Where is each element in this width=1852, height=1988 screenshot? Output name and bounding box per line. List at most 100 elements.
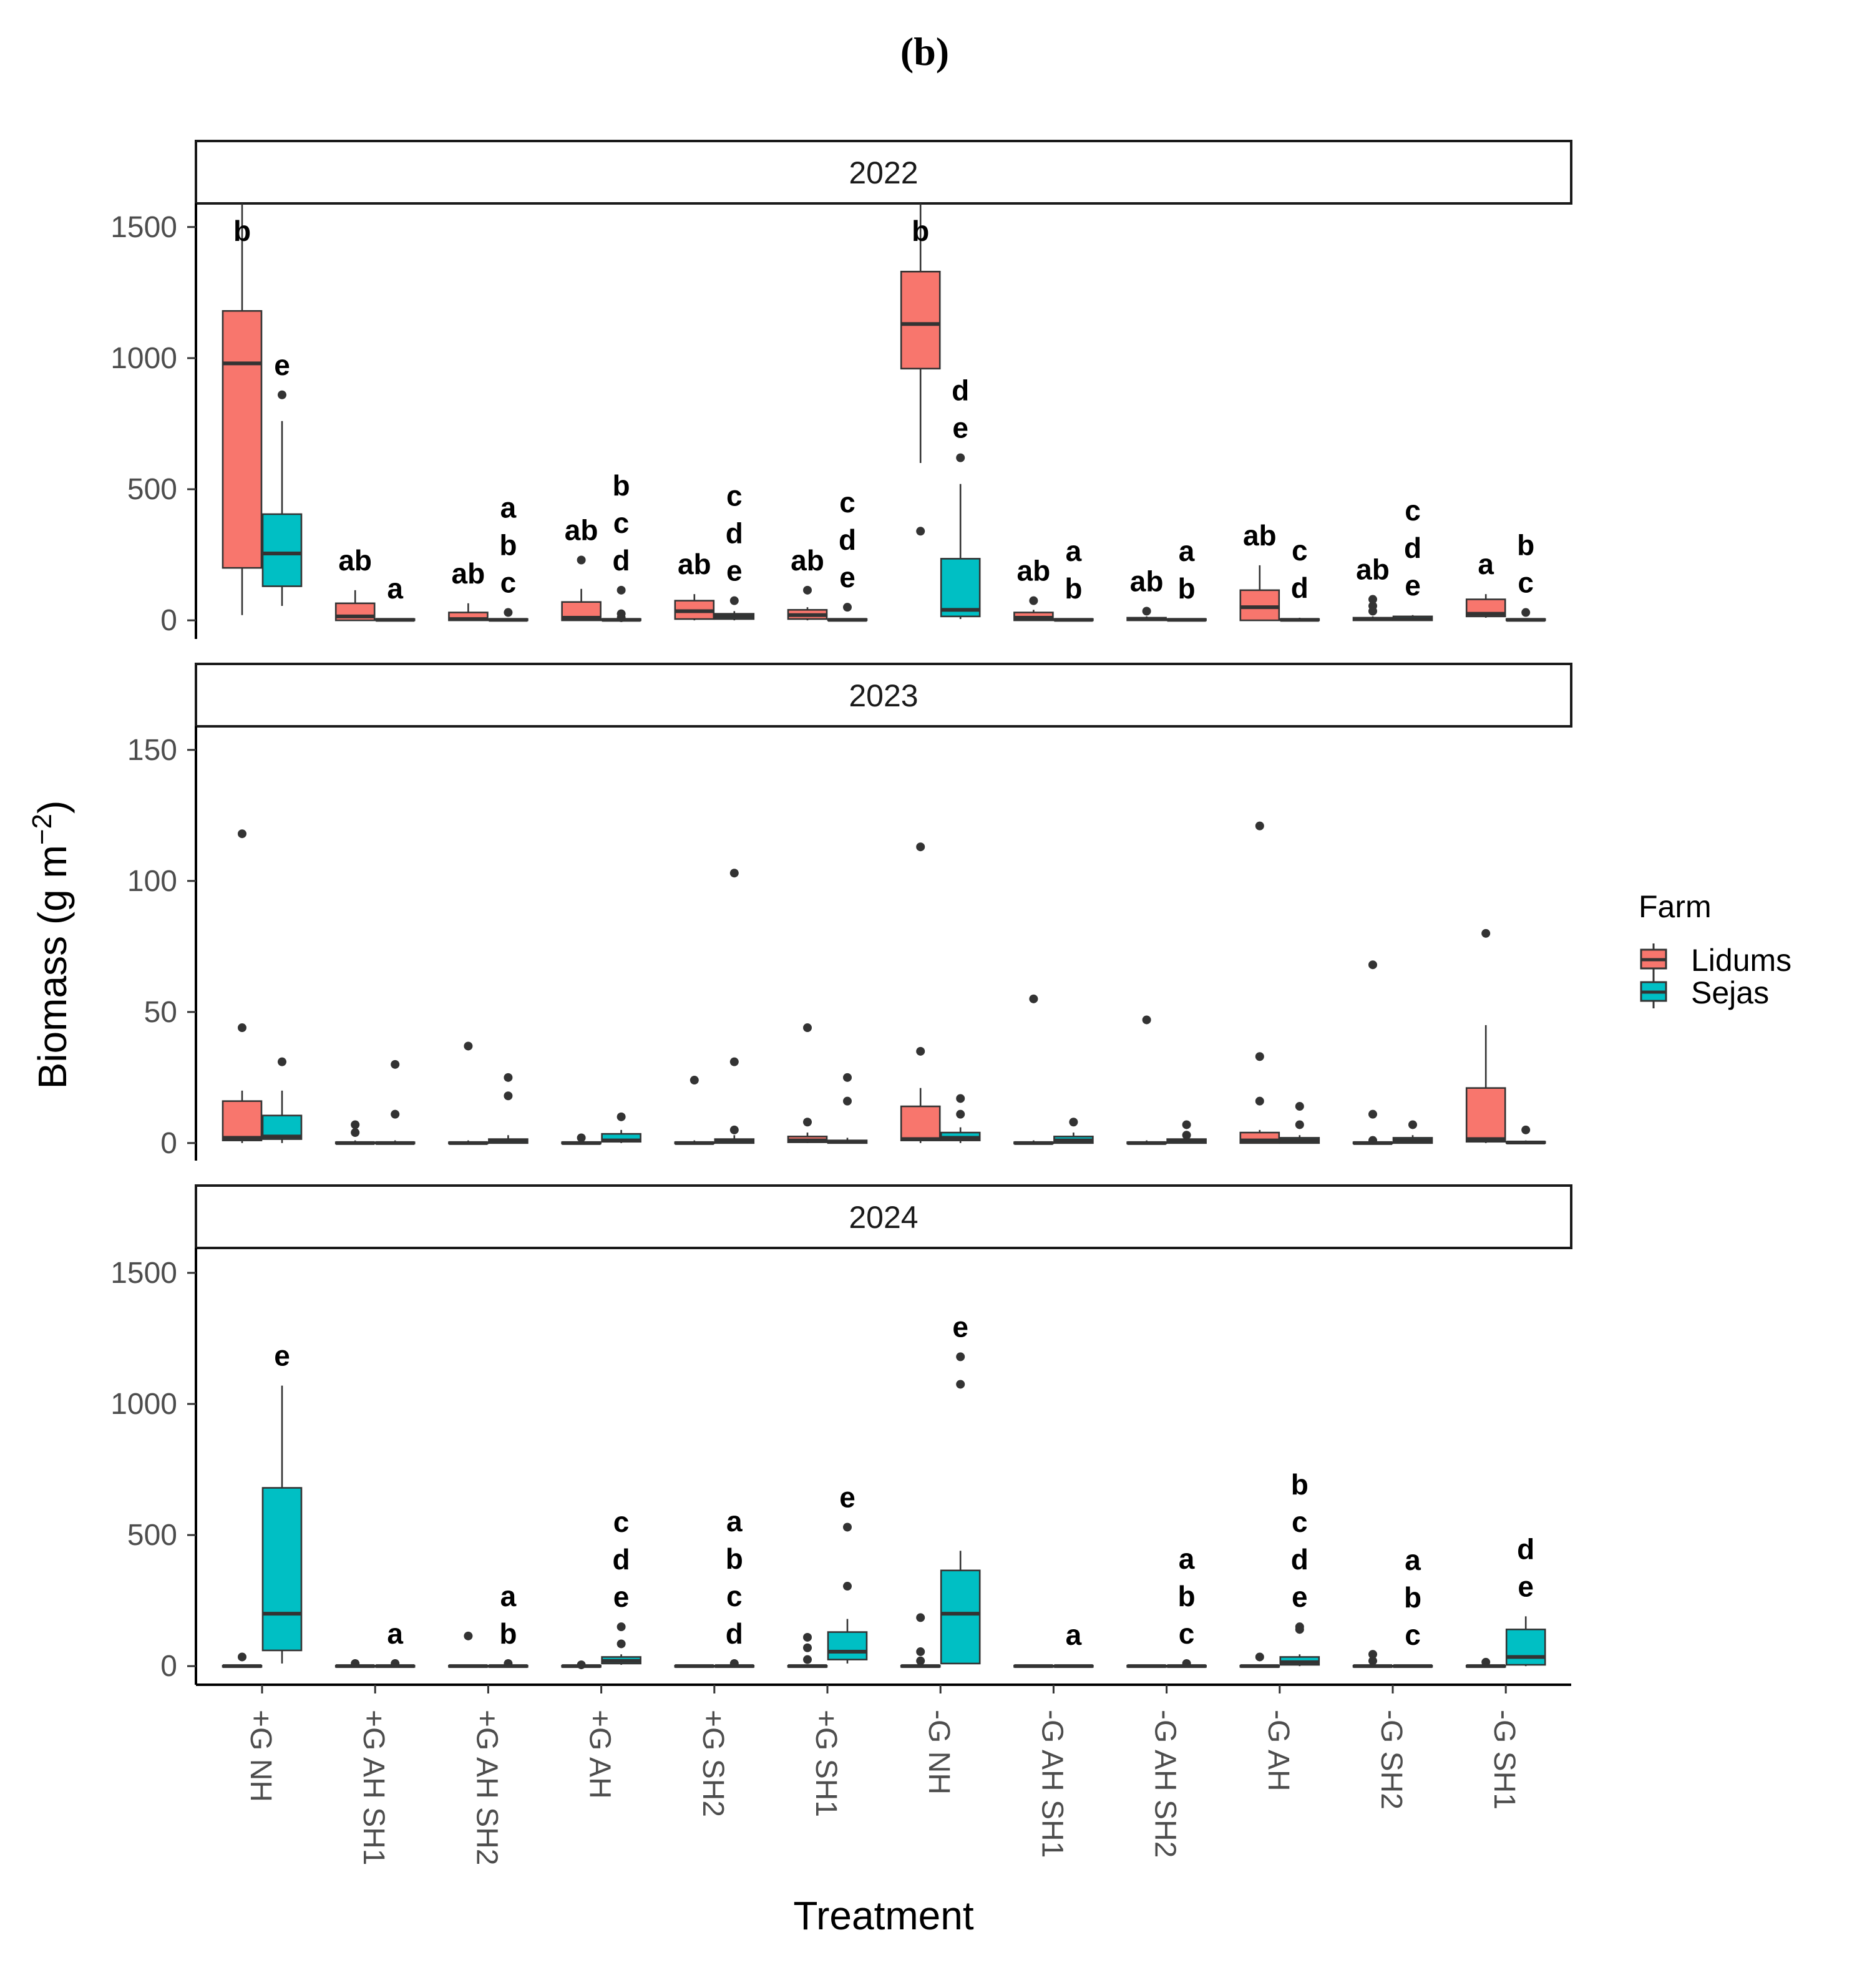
outlier-point-sejas [617, 609, 626, 618]
significance-letter-sejas: a [726, 1505, 743, 1537]
significance-letter-sejas: b [1291, 1468, 1309, 1501]
significance-letter-sejas: e [1405, 569, 1421, 602]
outlier-point-lidums [1255, 821, 1264, 831]
outlier-point-lidums [916, 1046, 925, 1056]
outlier-point-lidums [1481, 928, 1491, 938]
outlier-point-sejas [391, 1060, 400, 1069]
y-axis-title-exponent: −2 [27, 814, 57, 845]
significance-letter-sejas: e [952, 1310, 968, 1343]
box-lidums [1465, 1087, 1506, 1143]
outlier-point-lidums [1368, 1656, 1377, 1665]
outlier-point-sejas [504, 1073, 513, 1082]
outlier-point-sejas [956, 453, 965, 462]
box-lidums [900, 270, 941, 370]
box-sejas [261, 513, 303, 587]
outlier-point-sejas [956, 1109, 965, 1119]
significance-letter-sejas: d [613, 544, 630, 577]
outlier-point-lidums [238, 1023, 246, 1033]
y-tick-label: 1500 [110, 211, 177, 244]
y-axis-title: Biomass (g m−2) [27, 801, 75, 1089]
significance-letter-sejas: a [387, 572, 403, 605]
outlier-point-lidums [1368, 960, 1377, 970]
x-tick-label: +G SH1 [809, 1710, 842, 1817]
significance-letter-lidums: ab [338, 544, 372, 577]
x-tick-label: +G AH [583, 1710, 617, 1799]
outlier-point-lidums [690, 1076, 699, 1085]
significance-letter-sejas: a [500, 1580, 517, 1612]
outlier-point-lidums [351, 1659, 360, 1668]
box-sejas [1505, 1629, 1546, 1666]
outlier-point-lidums [351, 1128, 360, 1138]
y-tick-label: 150 [127, 734, 177, 767]
significance-letter-sejas: d [839, 524, 856, 556]
outlier-point-sejas [617, 585, 626, 595]
significance-letter-lidums: ab [1356, 553, 1390, 586]
outlier-point-sejas [504, 608, 513, 617]
y-tick-label: 500 [127, 1519, 177, 1552]
significance-letter-sejas: e [1292, 1581, 1308, 1613]
significance-letter-sejas: a [387, 1617, 403, 1650]
outlier-point-sejas [504, 1091, 513, 1101]
outlier-point-lidums [1142, 607, 1151, 616]
facet-strip-label: 2022 [849, 155, 918, 190]
significance-letter-sejas: d [726, 517, 743, 550]
outlier-point-sejas [843, 1073, 852, 1082]
y-tick-label: 100 [127, 865, 177, 898]
box-sejas [940, 1569, 981, 1665]
outlier-point-sejas [278, 1057, 286, 1066]
legend-key-lidums [1640, 943, 1667, 976]
significance-letter-lidums: a [1478, 548, 1494, 580]
box-lidums [1239, 589, 1280, 621]
outlier-point-lidums [577, 1133, 586, 1143]
outlier-point-lidums [1368, 1650, 1377, 1659]
outlier-point-lidums [916, 1656, 925, 1665]
significance-letter-sejas: c [839, 486, 855, 519]
outlier-point-lidums [1368, 595, 1377, 604]
legend-title: Farm [1639, 889, 1712, 924]
outlier-point-lidums [916, 1613, 925, 1622]
outlier-point-sejas [1182, 1120, 1191, 1129]
significance-letter-sejas: a [1179, 535, 1195, 567]
x-tick-label: +G NH [244, 1710, 277, 1802]
outlier-point-sejas [729, 869, 739, 878]
box-sejas [261, 1487, 303, 1652]
significance-letter-sejas: a [1405, 1544, 1421, 1576]
panel-data [222, 1352, 1546, 1670]
y-axis-title-end: ) [30, 801, 75, 814]
y-tick-label: 1000 [110, 342, 177, 375]
outlier-point-sejas [617, 1639, 626, 1649]
outlier-point-lidums [238, 829, 246, 839]
outlier-point-sejas [1295, 1622, 1304, 1632]
outlier-point-sejas [729, 596, 739, 605]
outlier-point-lidums [1255, 1096, 1264, 1106]
outlier-point-lidums [803, 1643, 812, 1652]
outlier-point-sejas [843, 1582, 852, 1591]
significance-letter-sejas: e [274, 1340, 290, 1372]
outlier-point-sejas [1182, 1131, 1191, 1140]
significance-letter-sejas: c [1292, 1506, 1308, 1538]
significance-letter-lidums: ab [565, 514, 598, 547]
legend: Farm Lidums Sejas [1639, 889, 1791, 1010]
legend-label-sejas: Sejas [1691, 975, 1769, 1010]
significance-letter-sejas: d [613, 1543, 630, 1576]
y-tick-label: 0 [160, 604, 177, 637]
box-lidums [222, 1100, 263, 1141]
outlier-point-lidums [577, 1660, 586, 1670]
panel-data [222, 821, 1546, 1145]
outlier-point-sejas [1521, 1125, 1531, 1134]
x-tick-label: +G AH SH2 [470, 1710, 503, 1865]
outlier-point-lidums [1481, 1657, 1491, 1667]
outlier-point-sejas [956, 1094, 965, 1103]
significance-letter-sejas: b [726, 1542, 743, 1575]
outlier-point-lidums [577, 555, 586, 565]
significance-letter-sejas: c [1179, 1617, 1195, 1650]
significance-letter-sejas: a [1066, 1619, 1082, 1651]
x-tick-label: -G NH [922, 1710, 955, 1795]
significance-letter-lidums: ab [1130, 565, 1164, 597]
significance-letter-sejas: c [500, 567, 517, 599]
outlier-point-lidums [464, 1041, 473, 1051]
significance-letter-sejas: c [613, 507, 630, 539]
significance-letter-sejas: d [952, 374, 969, 407]
significance-letter-sejas: b [1178, 572, 1196, 605]
